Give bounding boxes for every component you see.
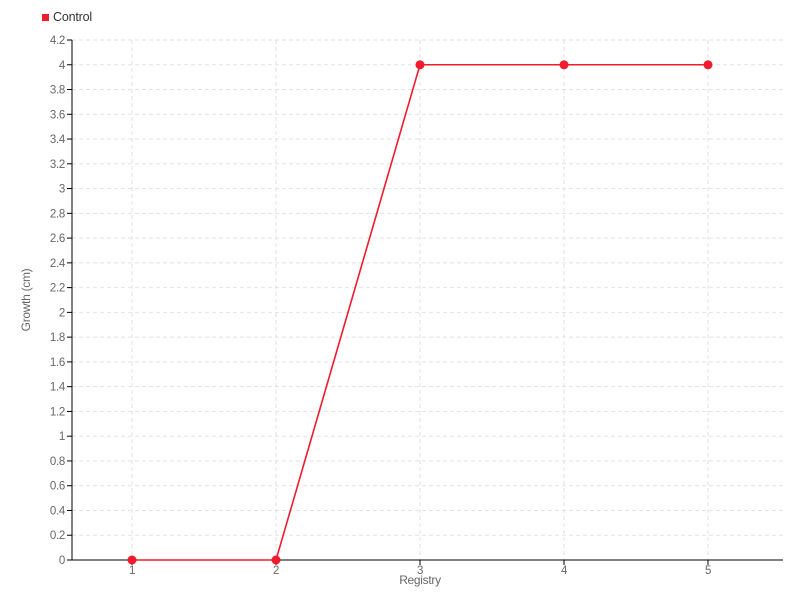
y-tick-label: 3 (59, 184, 65, 196)
x-tick-label: 5 (705, 565, 711, 577)
ticks-group (67, 39, 709, 565)
x-tick-label: 1 (129, 565, 135, 577)
y-tick-label: 2.2 (50, 283, 65, 295)
data-point-marker (703, 60, 713, 70)
data-point-marker (559, 60, 569, 70)
y-tick-label: 2.6 (50, 233, 65, 245)
y-tick-label: 0.6 (50, 481, 65, 493)
y-tick-label: 1.4 (50, 382, 66, 394)
legend-square-marker-icon (42, 13, 49, 21)
y-tick-label: 0 (59, 555, 65, 567)
y-tick-label: 0.2 (50, 530, 65, 542)
x-tick-label: 2 (273, 565, 279, 577)
y-tick-label: 1.6 (50, 357, 65, 369)
series-group (127, 60, 713, 565)
legend-label: Control (53, 10, 92, 24)
x-tick-label: 4 (561, 565, 568, 577)
y-tick-label: 3.2 (50, 159, 65, 171)
x-tick-label: 3 (417, 565, 423, 577)
y-tick-label: 1 (59, 431, 65, 443)
data-point-marker (271, 555, 281, 565)
data-point-marker (127, 555, 137, 565)
y-axis-title: Growth (cm) (19, 268, 33, 331)
y-tick-label: 4 (59, 60, 66, 72)
axes-group (71, 40, 783, 561)
x-axis-title: Registry (399, 573, 441, 587)
y-tick-label: 3.4 (50, 134, 66, 146)
y-tick-label: 2 (59, 307, 65, 319)
y-tick-label: 1.2 (50, 406, 65, 418)
legend-item-control[interactable]: Control (42, 10, 92, 24)
tick-labels-group: 0 0.2 0.4 0.6 0.8 1 1.2 1.4 1.6 1.8 2 2.2 2.4 2.6 2.8 3… (50, 35, 711, 577)
y-tick-label: 2.8 (50, 208, 65, 220)
y-tick-label: 0.4 (50, 505, 66, 517)
gridlines-group (72, 39, 783, 561)
y-tick-label: 1.8 (50, 332, 65, 344)
y-tick-label: 3.6 (50, 109, 65, 121)
y-tick-label: 2.4 (50, 258, 66, 270)
data-point-marker (415, 60, 425, 70)
y-tick-label: 0.8 (50, 456, 65, 468)
legend: Control (42, 10, 92, 24)
y-tick-label: 4.2 (50, 35, 65, 47)
y-tick-label: 3.8 (50, 85, 65, 97)
